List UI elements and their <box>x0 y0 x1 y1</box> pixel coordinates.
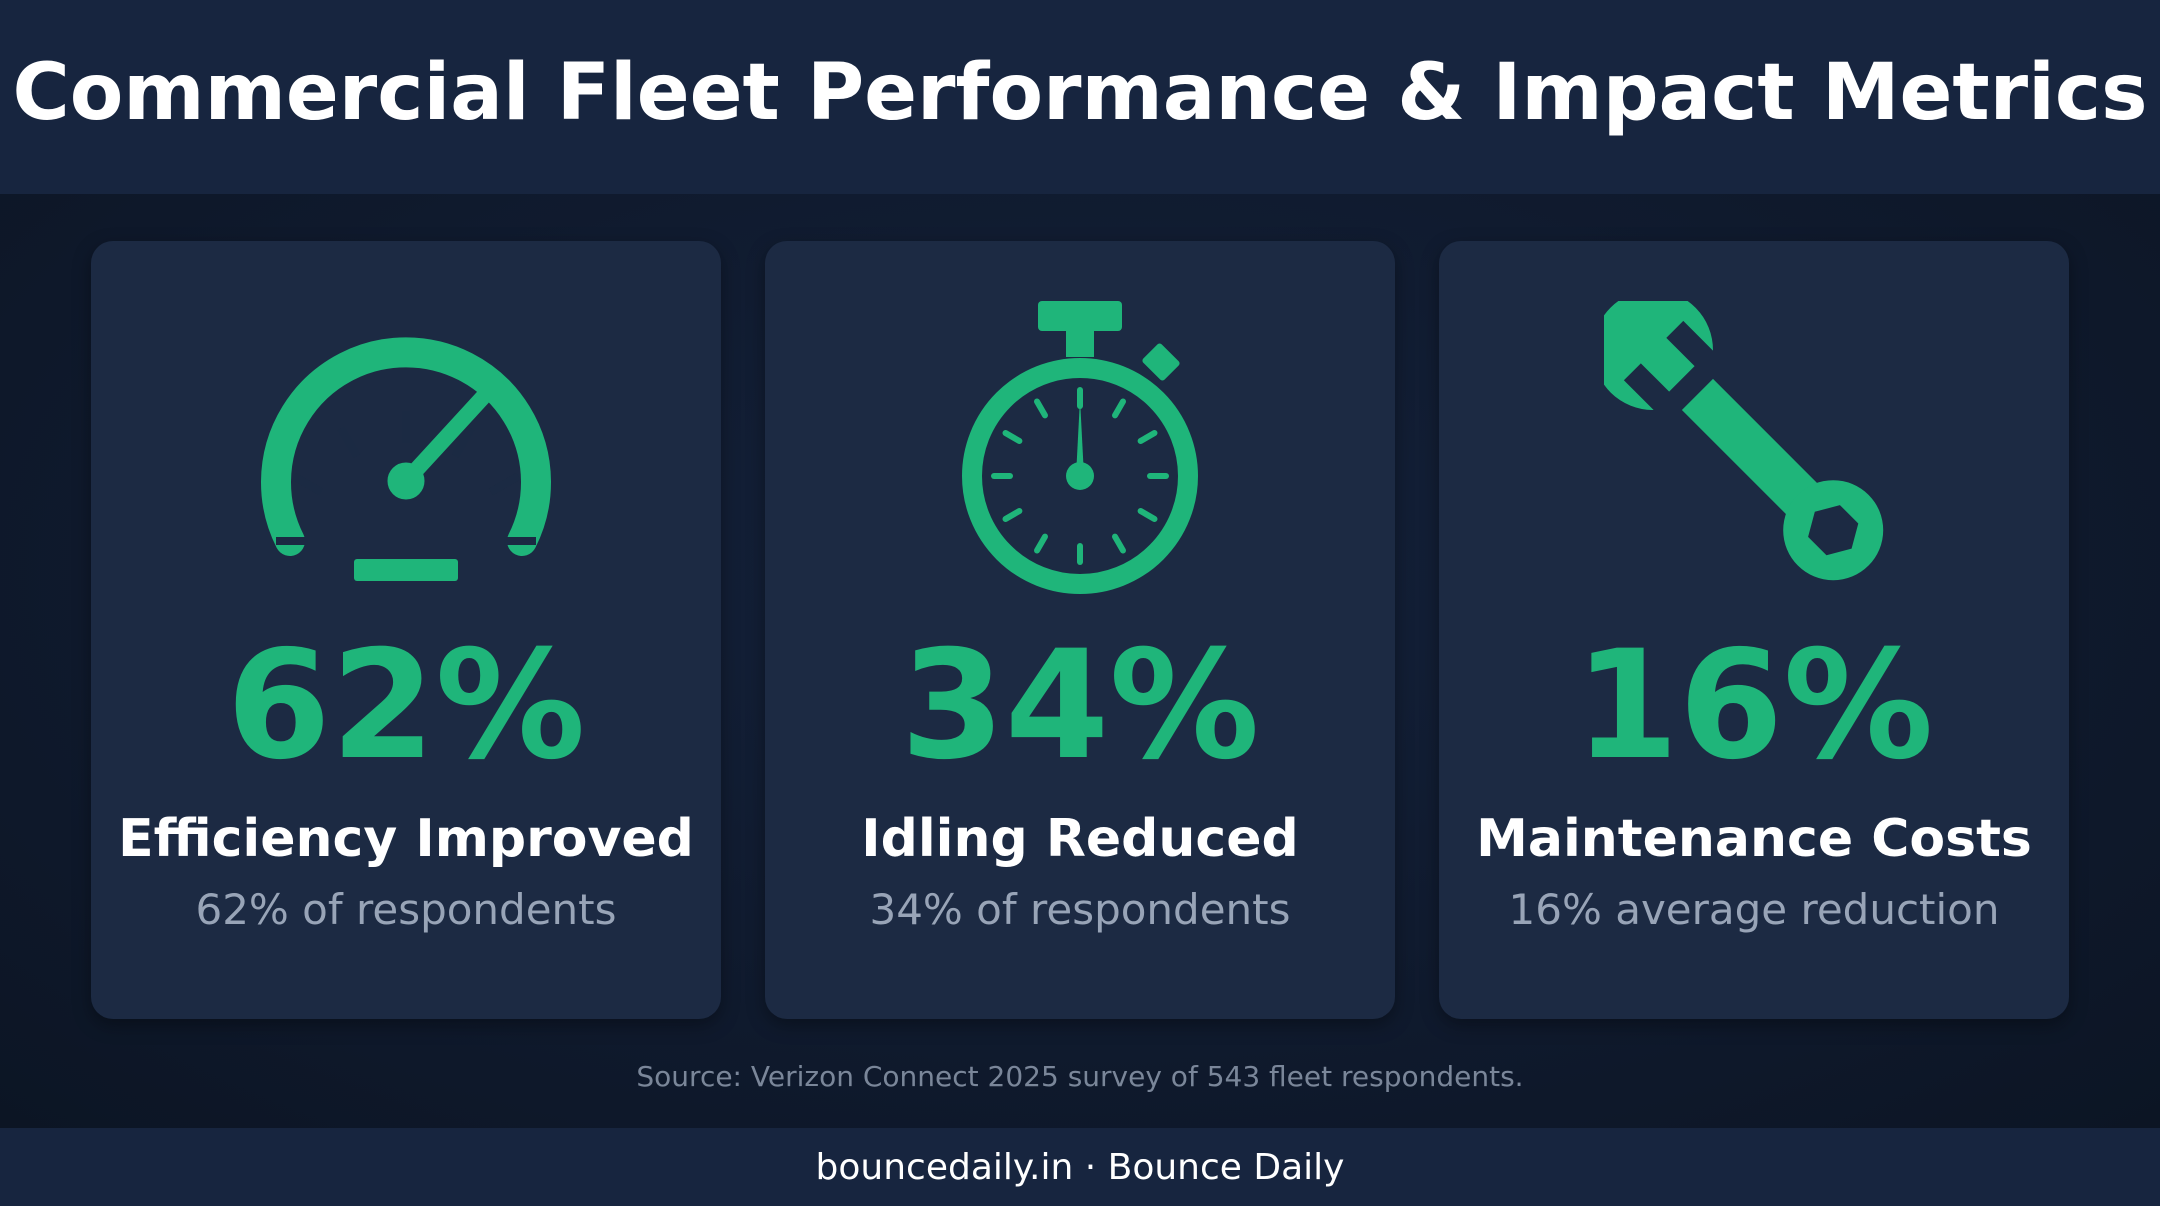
metric-card-efficiency: 62% Efficiency Improved 62% of responden… <box>91 241 721 1019</box>
stopwatch-tick <box>1002 430 1023 444</box>
metric-label: Maintenance Costs <box>1476 809 2032 869</box>
metric-card-idling: 34% Idling Reduced 34% of respondents <box>765 241 1395 1019</box>
stopwatch-tick <box>1112 533 1126 554</box>
footer-bar: bouncedaily.in · Bounce Daily <box>0 1128 2160 1206</box>
speedometer-icon <box>91 301 721 601</box>
header-bar: Commercial Fleet Performance & Impact Me… <box>0 0 2160 194</box>
metric-value: 34% <box>900 619 1260 793</box>
source-note: Source: Verizon Connect 2025 survey of 5… <box>636 1060 1524 1093</box>
gauge-tick <box>291 472 324 496</box>
stopwatch-tick <box>1137 508 1158 522</box>
metric-value: 62% <box>226 619 586 793</box>
metric-value: 16% <box>1574 619 1934 793</box>
footer-credit: bouncedaily.in · Bounce Daily <box>815 1146 1345 1188</box>
stopwatch-tick <box>1034 533 1048 554</box>
stopwatch-tick <box>1137 430 1158 444</box>
metric-label: Efficiency Improved <box>118 809 694 869</box>
metric-subtext: 62% of respondents <box>195 885 617 934</box>
metric-label: Idling Reduced <box>861 809 1299 869</box>
gauge-tick <box>337 426 361 459</box>
page-title: Commercial Fleet Performance & Impact Me… <box>12 48 2148 138</box>
gauge-tick <box>451 426 475 459</box>
wrench-icon <box>1439 301 2069 601</box>
gauge-tick <box>488 472 521 496</box>
metric-subtext: 34% of respondents <box>869 885 1291 934</box>
stopwatch-icon <box>765 301 1395 601</box>
stopwatch-tick <box>1034 398 1048 419</box>
metric-subtext: 16% average reduction <box>1508 885 2000 934</box>
stopwatch-tick <box>1002 508 1023 522</box>
metric-card-maintenance: 16% Maintenance Costs 16% average reduct… <box>1439 241 2069 1019</box>
stopwatch-tick <box>1112 398 1126 419</box>
